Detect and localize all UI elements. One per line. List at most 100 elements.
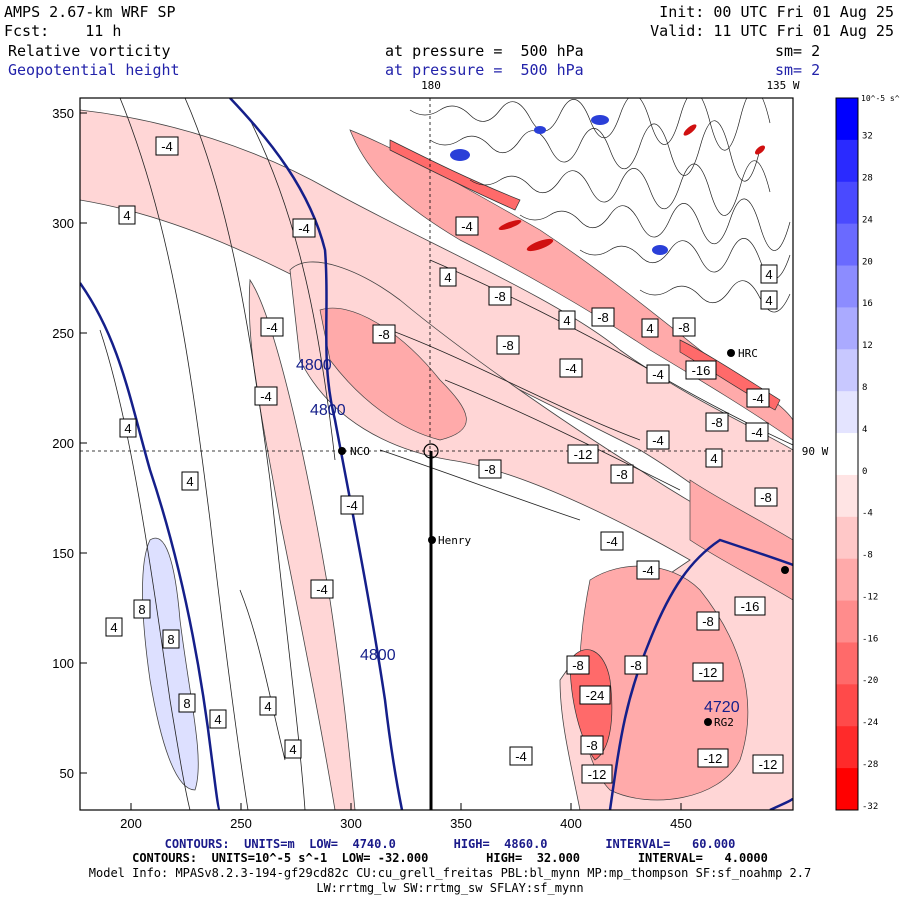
- model-title: AMPS 2.67-km WRF SP: [4, 3, 176, 21]
- colorbar-tick-label: -20: [862, 676, 878, 686]
- y-tick-label: 300: [52, 216, 74, 231]
- lon-label-180: 180: [421, 79, 441, 92]
- vorticity-label: 4: [563, 313, 570, 328]
- vorticity-label: -4: [346, 498, 358, 513]
- forecast-hour: Fcst: 11 h: [4, 22, 122, 40]
- vorticity-label-box: [155, 136, 179, 156]
- vorticity-label: -4: [298, 221, 310, 236]
- vorticity-label-box: [580, 735, 604, 755]
- terrain-blue-spots: [450, 115, 668, 255]
- vorticity-label: -4: [652, 367, 664, 382]
- vorticity-label-box: [478, 459, 502, 479]
- colorbar-tick-label: -32: [862, 802, 878, 812]
- vorticity-label: -4: [642, 563, 654, 578]
- vorticity-label-box: [178, 693, 196, 713]
- vorticity-label: -4: [515, 749, 527, 764]
- station-henry-label: Henry: [438, 534, 471, 547]
- vorticity-label-box: [119, 418, 137, 438]
- vorticity-label: -4: [565, 361, 577, 376]
- pole-marker: [423, 443, 439, 459]
- vorticity-band-upper: [349, 129, 793, 441]
- vorticity-label: -8: [597, 310, 609, 325]
- colorbar-segment: [836, 474, 858, 518]
- vorticity-label: 4: [214, 712, 221, 727]
- station-rg2-label: RG2: [714, 716, 734, 729]
- vorticity-label: -8: [502, 338, 514, 353]
- footer-model-info-2: LW:rrtmg_lw SW:rrtmg_sw SFLAY:sf_mynn: [316, 881, 584, 895]
- lon-label-90w: 90 W: [802, 445, 829, 458]
- station-unnamed-marker: [781, 566, 789, 574]
- vorticity-labels: -4 4 -4 -4 -8 -4 4 -8 -8 4 4 -8 -8 -4 -4 -4 4 4 -12 -8 -16 -4…: [105, 136, 784, 784]
- vorticity-label-box: [259, 696, 277, 716]
- x-tick-label: 200: [120, 816, 142, 831]
- vorticity-label: 8: [138, 602, 145, 617]
- colorbar-segment: [836, 768, 858, 811]
- vorticity-label-box: [566, 655, 590, 675]
- vorticity-label: -12: [759, 757, 778, 772]
- height-label: 4800: [296, 357, 332, 374]
- vorticity-label: -4: [266, 320, 278, 335]
- vorticity-label-box: [600, 531, 624, 551]
- vorticity-label-box: [181, 471, 199, 491]
- vorticity-label: -8: [616, 467, 628, 482]
- vorticity-label: -8: [702, 614, 714, 629]
- negative-vorticity-band-c: [248, 278, 356, 810]
- vorticity-label-box: [439, 267, 457, 287]
- vorticity-label-box: [646, 430, 670, 450]
- station-hrc-marker: [727, 349, 735, 357]
- vorticity-label: -12: [588, 767, 607, 782]
- vorticity-label-box: [760, 264, 778, 284]
- footer-model-info: Model Info: MPASv8.2.3-194-gf29cd82c CU:…: [88, 866, 812, 880]
- vorticity-label-box: [488, 286, 512, 306]
- vorticity-label-box: [579, 685, 611, 705]
- vorticity-label-box: [646, 364, 670, 384]
- vorticity-label: 4: [444, 270, 451, 285]
- vorticity-label-box: [254, 386, 278, 406]
- vorticity-label-box: [760, 290, 778, 310]
- vorticity-label: 4: [110, 620, 117, 635]
- height-contours: [80, 98, 793, 810]
- vorticity-label-box: [610, 464, 634, 484]
- x-tick-label: 350: [450, 816, 472, 831]
- vorticity-label-box: [697, 748, 729, 768]
- vorticity-label-box: [636, 560, 660, 580]
- vorticity-label-box: [752, 754, 784, 774]
- x-tick-label: 450: [670, 816, 692, 831]
- vorticity-label-box: [591, 307, 615, 327]
- vorticity-label: -4: [461, 219, 473, 234]
- station-rg2-marker: [704, 718, 712, 726]
- vorticity-label: 4: [264, 699, 271, 714]
- colorbar-segment: [836, 516, 858, 560]
- colorbar-unit: 10^-5 s^-1: [861, 94, 900, 103]
- vorticity-label-box: [672, 317, 696, 337]
- colorbar-tick-label: -16: [862, 634, 878, 644]
- height-label: 4720: [704, 699, 740, 716]
- vorticity-label-box: [260, 317, 284, 337]
- vorticity-label: -8: [484, 462, 496, 477]
- vorticity-label: 8: [167, 632, 174, 647]
- colorbar-tick-label: 28: [862, 174, 873, 184]
- vorticity-label-box: [734, 596, 766, 616]
- vorticity-label-box: [581, 764, 613, 784]
- field2-name: Geopotential height: [8, 61, 180, 79]
- vorticity-label: -4: [161, 139, 173, 154]
- y-tick-label: 200: [52, 436, 74, 451]
- x-axis: 200 250 300 350 400 450: [120, 803, 692, 831]
- height-labels: 4800 4800 4800 4720: [296, 357, 740, 716]
- vorticity-label: -12: [704, 751, 723, 766]
- vorticity-label-box: [340, 495, 364, 515]
- colorbar-segment: [836, 181, 858, 225]
- vorticity-label: -8: [586, 738, 598, 753]
- vorticity-label-box: [284, 739, 302, 759]
- colorbar-tick-label: 16: [862, 299, 873, 309]
- station-nco-marker: [338, 447, 346, 455]
- y-axis: 50 100 150 200 250 300 350: [52, 106, 87, 781]
- colorbar-tick-label: -24: [862, 718, 878, 728]
- vorticity-label-box: [455, 216, 479, 236]
- vorticity-label: -4: [752, 391, 764, 406]
- vorticity-label-box: [567, 444, 599, 464]
- colorbar-border: [835, 97, 859, 811]
- field1-level: at pressure = 500 hPa: [385, 42, 584, 60]
- vorticity-label: -12: [699, 665, 718, 680]
- field1-name: Relative vorticity: [8, 42, 171, 60]
